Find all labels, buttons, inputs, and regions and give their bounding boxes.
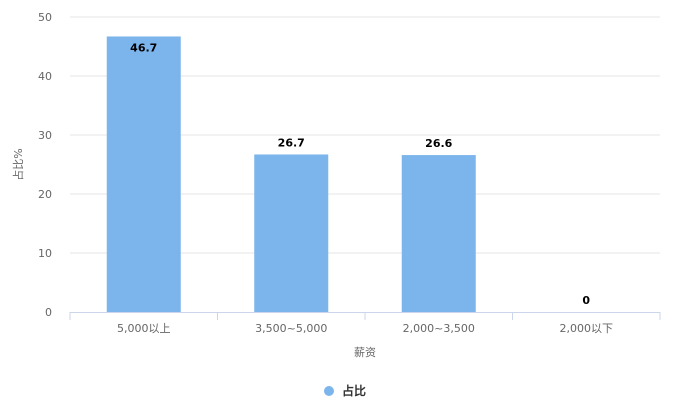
data-label: 26.6 [425, 137, 452, 150]
y-tick-label: 40 [38, 70, 52, 83]
data-label: 46.7 [130, 41, 157, 54]
bar[interactable] [254, 154, 329, 312]
legend-label: 占比 [342, 383, 366, 398]
bar-layer [106, 36, 476, 312]
y-axis-title: 占比% [11, 148, 25, 180]
y-tick-label: 30 [38, 129, 52, 142]
bar[interactable] [401, 155, 476, 312]
x-tick-label: 5,000以上 [117, 322, 171, 335]
y-tick-label: 10 [38, 247, 52, 260]
y-tick-label: 0 [45, 306, 52, 319]
data-label: 26.7 [278, 136, 305, 149]
x-tick-label: 3,500~5,000 [255, 322, 327, 335]
x-tick-label: 2,000以下 [560, 322, 614, 335]
data-label-layer: 46.7 26.7 26.6 0 [130, 41, 590, 307]
y-tick-label: 20 [38, 188, 52, 201]
legend-marker-icon [324, 386, 334, 396]
x-axis-title: 薪资 [354, 346, 376, 359]
bar[interactable] [106, 36, 181, 312]
axis-layer: 0 10 20 30 40 50 5,000以上 3,500~5,000 2,000~3,500… [38, 11, 661, 335]
data-label: 0 [582, 294, 590, 307]
legend[interactable]: 占比 [324, 383, 366, 398]
x-tick-label: 2,000~3,500 [403, 322, 475, 335]
y-tick-label: 50 [38, 11, 52, 24]
